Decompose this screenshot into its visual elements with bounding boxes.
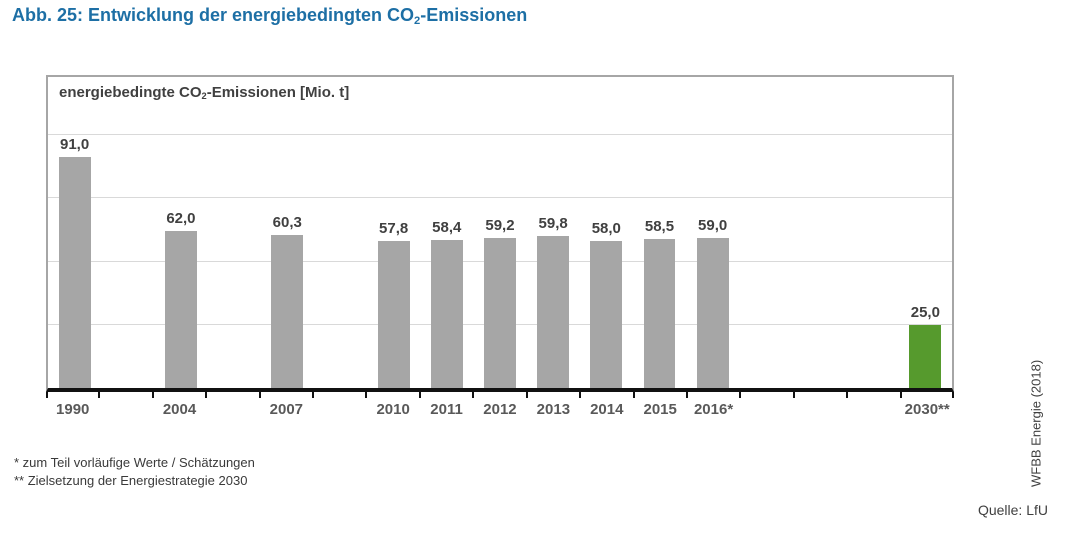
x-axis-label-2012: 2012 — [483, 401, 517, 418]
bar-2030** — [909, 324, 942, 388]
chart-title-suffix: -Emissionen [Mio. t] — [206, 84, 350, 101]
value-label-2015: 58,5 — [644, 218, 675, 236]
x-axis-labels: 1990 2004 2007 2010 2011 2012 2013 2014 2015 2016… — [46, 401, 954, 418]
axis-tick — [46, 392, 48, 398]
watermark-vertical-label: WFBB Energie (2018) — [1028, 359, 1044, 487]
chart-title-subscript: 2 — [201, 91, 207, 102]
x-axis-label-2007: 2007 — [269, 401, 304, 418]
chart-title: energiebedingte CO2-Emissionen [Mio. t] — [59, 84, 349, 101]
bar-2007 — [271, 234, 304, 388]
x-axis-empty-cell — [99, 401, 152, 418]
axis-tick — [846, 392, 849, 398]
axis-tick — [151, 392, 154, 398]
x-axis-label-2011: 2011 — [430, 401, 463, 418]
chart-slot-2011: 58,4 — [420, 77, 473, 388]
value-label-1990: 91,0 — [59, 135, 90, 153]
axis-tick — [739, 392, 742, 398]
value-label-2004: 62,0 — [166, 209, 196, 227]
empty-slot — [739, 77, 792, 388]
axis-tick — [98, 392, 101, 398]
axis-tick — [685, 392, 688, 398]
x-axis-label-2030**: 2030** — [904, 401, 950, 418]
x-axis-empty-cell — [313, 401, 366, 418]
x-axis-label-2013: 2013 — [536, 401, 571, 418]
bar-chart: energiebedingte CO2-Emissionen [Mio. t] … — [46, 75, 954, 392]
value-label-2011: 58,4 — [432, 218, 462, 236]
x-axis-label-2010: 2010 — [376, 401, 410, 418]
bar-2015 — [643, 239, 676, 388]
axis-tick — [312, 392, 315, 398]
x-axis-empty-cell — [206, 401, 259, 418]
footnote-2: ** Zielsetzung der Energiestrategie 2030 — [14, 473, 248, 488]
empty-slot — [314, 77, 367, 388]
gridline-75 — [48, 197, 952, 199]
bar-2012 — [484, 237, 516, 388]
chart-title-text: energiebedingte CO — [59, 84, 202, 101]
bar-2010 — [377, 241, 410, 388]
value-label-2030**: 25,0 — [910, 303, 940, 321]
plot-area: 91,0 62,0 60,3 57,8 58,4 59,2 59,8 58,0 58,5 59,0… — [48, 77, 952, 388]
value-label-2014: 58,0 — [591, 219, 621, 237]
axis-tick — [205, 392, 208, 398]
chart-slot-2015: 58,5 — [633, 77, 686, 388]
empty-slot — [792, 77, 845, 388]
x-axis-label-2015: 2015 — [643, 401, 677, 418]
bar-2016* — [696, 238, 729, 388]
figure-title: Abb. 25: Entwicklung der energiebedingte… — [12, 5, 528, 27]
empty-slot — [846, 77, 899, 388]
footnote-1: * zum Teil vorläufige Werte / Schätzunge… — [14, 455, 255, 470]
chart-slot-2014: 58,0 — [580, 77, 633, 388]
figure-title-text: Abb. 25: Entwicklung der energiebedingte… — [12, 5, 415, 25]
source-label: Quelle: LfU — [977, 502, 1048, 518]
axis-tick — [952, 392, 954, 398]
x-axis-label-2014: 2014 — [590, 401, 624, 418]
chart-slot-1990: 91,0 — [48, 77, 101, 388]
axis-tick — [899, 392, 902, 398]
value-label-2007: 60,3 — [272, 213, 302, 231]
x-axis-label-2004: 2004 — [162, 401, 197, 418]
x-axis-label-2016*: 2016* — [693, 401, 734, 418]
bar-2004 — [164, 230, 197, 388]
axis-tick — [258, 392, 261, 398]
x-axis-ticks — [46, 392, 954, 398]
x-axis-empty-cell — [794, 401, 847, 418]
figure-title-suffix: -Emissionen — [420, 5, 528, 25]
figure-title-subscript: 2 — [414, 14, 421, 27]
axis-tick — [418, 392, 421, 398]
gridline-100 — [48, 133, 952, 135]
bar-2011 — [430, 239, 463, 388]
chart-slot-2004: 62,0 — [154, 77, 207, 388]
bar-2014 — [590, 240, 623, 388]
axis-tick — [472, 392, 475, 398]
axis-tick — [632, 392, 635, 398]
bar-2013 — [537, 236, 570, 388]
chart-slot-2013: 59,8 — [527, 77, 580, 388]
value-label-2016*: 59,0 — [698, 217, 728, 235]
empty-slot — [208, 77, 261, 388]
empty-slot — [101, 77, 154, 388]
axis-tick — [525, 392, 528, 398]
axis-tick — [792, 392, 795, 398]
chart-slot-2007: 60,3 — [261, 77, 314, 388]
x-axis-empty-cell — [740, 401, 793, 418]
chart-slot-2030**: 25,0 — [899, 77, 952, 388]
x-axis-label-1990: 1990 — [56, 401, 90, 418]
axis-tick — [579, 392, 582, 398]
bars-row: 91,0 62,0 60,3 57,8 58,4 59,2 59,8 58,0 58,5 59,0… — [48, 77, 952, 388]
chart-slot-2016*: 59,0 — [686, 77, 739, 388]
bar-1990 — [58, 156, 91, 388]
x-axis-empty-cell — [847, 401, 900, 418]
footnotes: * zum Teil vorläufige Werte / Schätzunge… — [14, 454, 255, 490]
value-label-2010: 57,8 — [379, 220, 409, 238]
chart-slot-2010: 57,8 — [367, 77, 420, 388]
value-label-2012: 59,2 — [485, 216, 515, 234]
chart-slot-2012: 59,2 — [473, 77, 526, 388]
value-label-2013: 59,8 — [538, 215, 568, 233]
axis-tick — [365, 392, 368, 398]
